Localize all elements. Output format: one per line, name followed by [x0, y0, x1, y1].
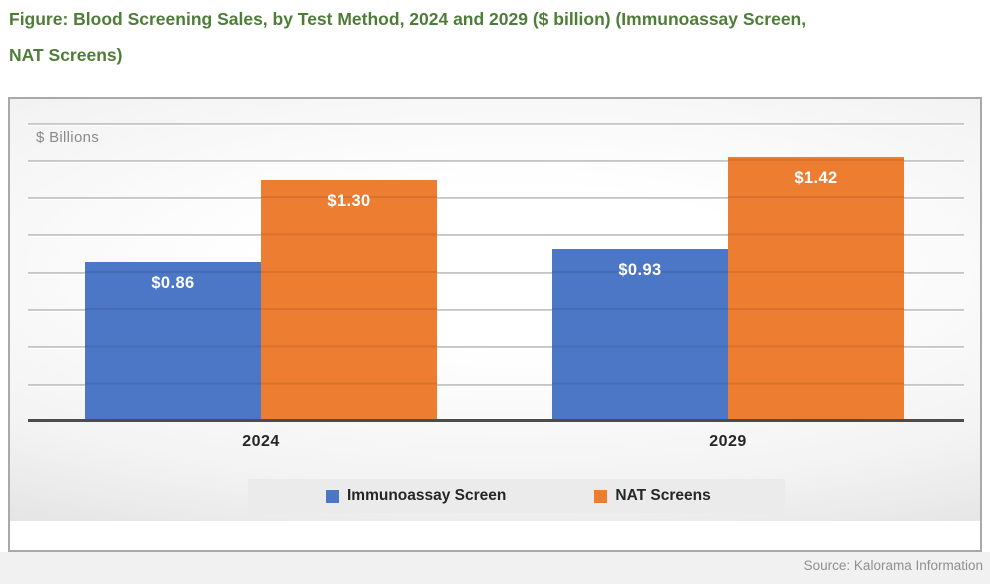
footer-bar: Source: Kalorama Information — [0, 552, 990, 584]
plot-area: $0.86 $1.30 2024 $0.93 $1.42 2029 — [28, 99, 964, 450]
legend-item-1: NAT Screens — [594, 487, 711, 505]
gridline — [28, 384, 964, 386]
legend-label: Immunoassay Screen — [347, 487, 507, 504]
figure-title-line-1: Figure: Blood Screening Sales, by Test M… — [9, 9, 807, 29]
bar-value-label: $0.86 — [151, 274, 195, 292]
bar-nat-screens-2029: $1.42 — [728, 157, 904, 422]
chart-canvas: $ Billions $0.86 $1.30 2024 $0.93 $1.42 2029 … — [10, 99, 980, 521]
bar-value-label: $0.93 — [618, 261, 662, 279]
gridline — [28, 123, 964, 125]
bar-immunoassay-screen-2024: $0.86 — [85, 262, 261, 422]
legend-item-0: Immunoassay Screen — [326, 487, 506, 505]
source-text: Source: Kalorama Information — [803, 558, 983, 573]
legend: Immunoassay Screen NAT Screens — [248, 479, 785, 513]
y-axis-label: $ Billions — [36, 129, 100, 146]
x-axis-line — [28, 419, 964, 422]
bar-immunoassay-screen-2029: $0.93 — [552, 249, 728, 422]
category-label-2024: 2024 — [242, 433, 280, 450]
category-label-2029: 2029 — [709, 433, 747, 450]
chart-figure: $ Billions $0.86 $1.30 2024 $0.93 $1.42 2029 … — [8, 97, 982, 552]
legend-swatch-icon — [326, 489, 339, 503]
gridline — [28, 197, 964, 199]
legend-swatch-icon — [594, 489, 608, 503]
gridline — [28, 160, 964, 162]
gridline — [28, 272, 964, 274]
bar-nat-screens-2024: $1.30 — [261, 180, 437, 422]
legend-label: NAT Screens — [615, 487, 711, 504]
gridline — [28, 346, 964, 348]
gridline — [28, 234, 964, 236]
figure-title: Figure: Blood Screening Sales, by Test M… — [9, 1, 984, 73]
gridline — [28, 309, 964, 311]
bar-value-label: $1.42 — [794, 169, 838, 187]
bar-value-label: $1.30 — [327, 192, 371, 210]
figure-title-line-2: NAT Screens) — [9, 45, 123, 65]
